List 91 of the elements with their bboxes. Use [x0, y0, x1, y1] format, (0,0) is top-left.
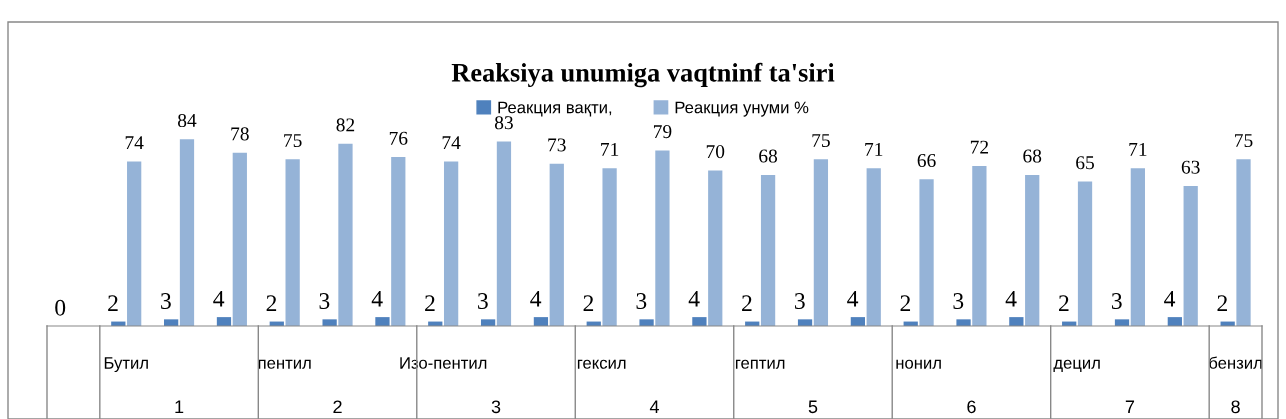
- data-label: 75: [1235, 134, 1253, 148]
- bar: [285, 159, 300, 326]
- x-tick-label: гептил: [735, 359, 785, 369]
- bar: [760, 174, 776, 326]
- x-tick-label: Изо-пентил: [400, 357, 487, 369]
- bar: [866, 168, 881, 326]
- data-label: 3: [636, 293, 647, 309]
- bar: [1025, 174, 1040, 326]
- data-label: 84: [178, 113, 197, 128]
- data-label: 71: [1129, 142, 1147, 156]
- data-label: 4: [847, 290, 859, 307]
- bar: [919, 179, 934, 326]
- x-tick-label: нонил: [896, 359, 941, 369]
- data-label: 3: [795, 293, 805, 309]
- text: 8: [1231, 400, 1240, 414]
- bar: [1130, 168, 1145, 326]
- data-label: 70: [706, 145, 725, 159]
- data-label: 66: [917, 153, 936, 168]
- text: 3: [491, 400, 501, 414]
- data-label: 3: [319, 293, 330, 309]
- x-tick-label: пентил: [258, 359, 311, 369]
- legend-label: Реакция унуми %: [675, 101, 809, 117]
- bar: [692, 317, 707, 326]
- data-label: 75: [284, 134, 302, 148]
- text: 7: [1125, 400, 1135, 413]
- data-label: 72: [970, 140, 989, 154]
- data-label: 71: [865, 142, 883, 156]
- data-label: 2: [108, 295, 118, 311]
- bar: [655, 150, 670, 326]
- data-label: 82: [336, 118, 355, 132]
- bar: [496, 141, 512, 326]
- data-label: 4: [530, 290, 542, 307]
- data-label: 4: [688, 290, 700, 307]
- text: 4: [649, 400, 659, 413]
- data-label: 74: [125, 136, 144, 150]
- text: 6: [967, 400, 976, 414]
- text: 2: [333, 400, 342, 413]
- data-label: 79: [653, 125, 672, 139]
- data-label: 2: [425, 295, 435, 311]
- bar: [972, 166, 987, 326]
- chart-title: Reaksiya unumiga vaqtninf ta'siri: [451, 62, 835, 88]
- data-label: 4: [213, 290, 225, 307]
- bar: [1077, 181, 1093, 326]
- data-label: 68: [759, 149, 778, 163]
- x-tick-label: гексил: [577, 359, 626, 369]
- data-label: 2: [583, 295, 594, 311]
- bar: [1236, 159, 1251, 326]
- data-label: 76: [389, 131, 408, 145]
- data-label: 71: [601, 142, 619, 156]
- bar: [602, 168, 617, 326]
- data-label: 2: [1217, 295, 1227, 311]
- bar: [1183, 186, 1198, 326]
- bar: [956, 319, 971, 326]
- legend-label: Реакция вақти,: [498, 101, 612, 117]
- data-label: 3: [478, 293, 488, 309]
- bar: [375, 317, 390, 326]
- data-label: 63: [1181, 160, 1200, 174]
- data-label: 4: [1005, 290, 1017, 307]
- bar: [549, 163, 564, 326]
- data-label: 65: [1076, 156, 1094, 170]
- x-tick-label: Бутил: [104, 357, 148, 373]
- data-label: 78: [231, 127, 249, 141]
- data-label: 2: [1059, 295, 1069, 311]
- bar: [639, 319, 654, 326]
- bar: [338, 143, 353, 326]
- data-label: 74: [442, 136, 461, 150]
- bar: [443, 161, 459, 326]
- bar: [322, 319, 337, 326]
- bar: [391, 157, 406, 326]
- bar: [813, 159, 829, 326]
- data-label: 3: [953, 293, 964, 309]
- data-label: 4: [371, 290, 383, 307]
- data-label: 83: [494, 116, 513, 130]
- data-label: 3: [1111, 293, 1122, 309]
- text: 5: [808, 400, 818, 414]
- bar: [179, 139, 195, 326]
- data-label: 0: [55, 299, 66, 316]
- data-label: 75: [812, 134, 830, 148]
- data-label: 2: [742, 295, 752, 311]
- data-label: 2: [266, 295, 277, 311]
- bar: [232, 152, 247, 326]
- data-label: 68: [1023, 149, 1042, 163]
- x-tick-label: бензил: [1209, 356, 1262, 369]
- bar: [127, 161, 142, 326]
- text: 1: [175, 400, 184, 413]
- data-label: 3: [161, 293, 171, 309]
- x-tick-label: децил: [1053, 359, 1100, 372]
- data-label: 4: [1164, 290, 1176, 307]
- data-label: 2: [900, 295, 911, 311]
- data-label: 73: [548, 138, 566, 152]
- bar: [708, 170, 723, 326]
